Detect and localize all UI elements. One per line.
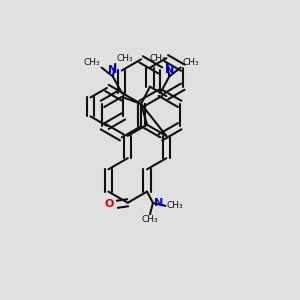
Text: CH₃: CH₃: [83, 58, 100, 67]
Text: CH₃: CH₃: [167, 201, 183, 210]
Text: N: N: [165, 65, 174, 75]
Text: N: N: [154, 198, 164, 208]
Text: CH₃: CH₃: [116, 54, 133, 63]
Text: CH₃: CH₃: [142, 215, 158, 224]
Text: CH₃: CH₃: [149, 54, 166, 63]
Text: CH₃: CH₃: [182, 58, 199, 67]
Text: N: N: [108, 65, 118, 75]
Text: O: O: [104, 199, 114, 209]
